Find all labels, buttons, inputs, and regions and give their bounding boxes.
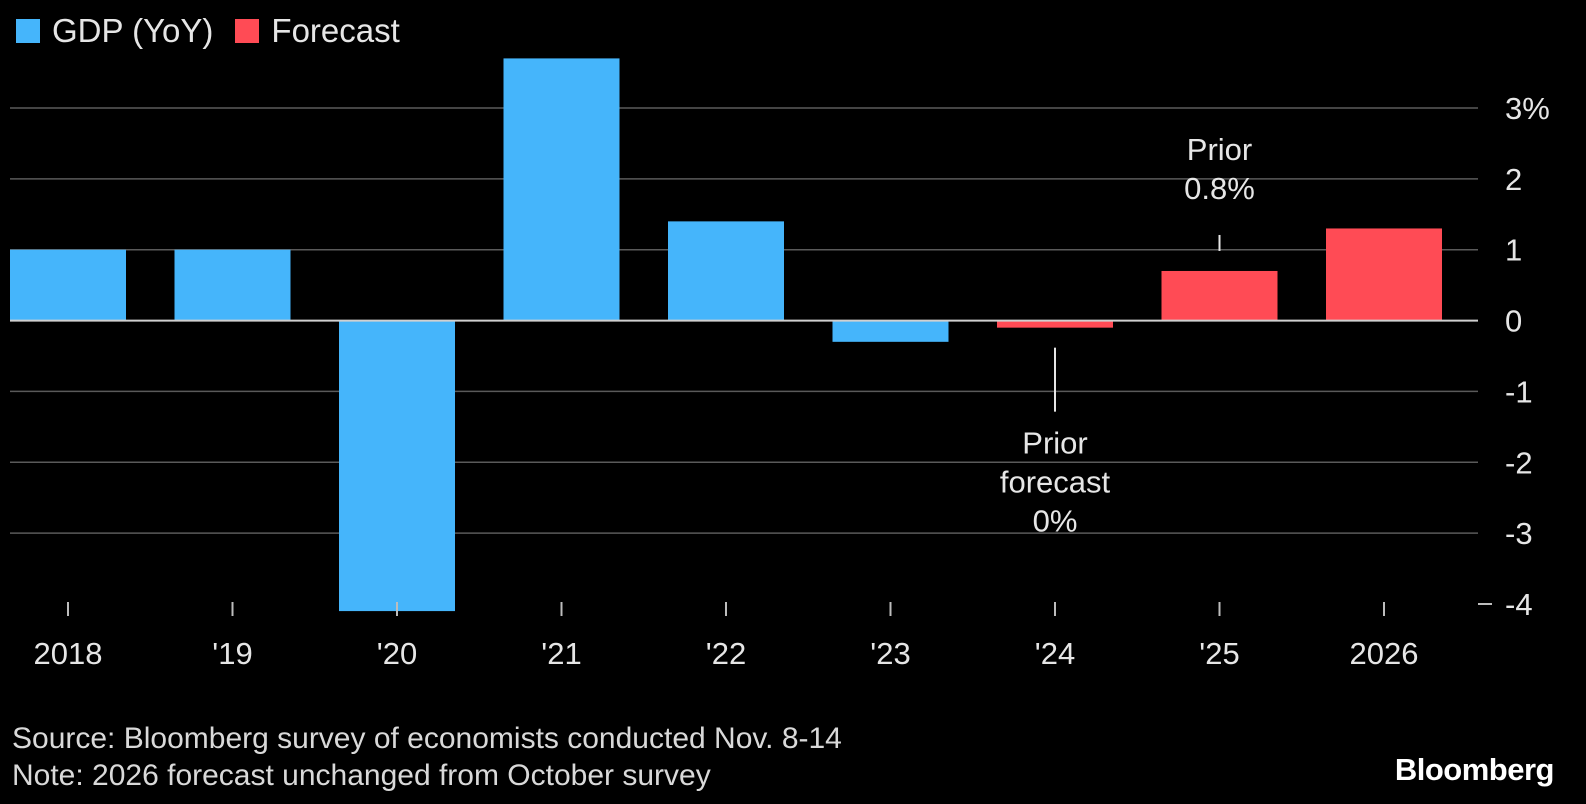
bar [832, 320, 949, 342]
annotations: Prior 0.8% Prior forecast 0% [1000, 132, 1255, 539]
y-tick-label: 2 [1505, 162, 1522, 197]
annotation-text: 0% [1033, 504, 1078, 539]
source-note: Source: Bloomberg survey of economists c… [12, 722, 842, 755]
x-tick-label: 2026 [1350, 636, 1419, 671]
chart-footer: Source: Bloomberg survey of economists c… [12, 720, 842, 794]
bar [10, 249, 126, 321]
y-tick-label: -1 [1505, 374, 1533, 409]
x-tick-label: '24 [1035, 636, 1075, 671]
legend-item-gdp: GDP (YoY) [16, 12, 213, 50]
bar [1326, 228, 1442, 321]
y-tick-label: 0 [1505, 304, 1522, 339]
legend: GDP (YoY) Forecast [16, 12, 400, 50]
legend-swatch-gdp [16, 19, 40, 43]
x-tick-label: '21 [541, 636, 581, 671]
bar [339, 320, 455, 612]
y-tick-label: -3 [1505, 516, 1533, 551]
note-text: Note: 2026 forecast unchanged from Octob… [12, 759, 711, 792]
x-tick-label: '23 [870, 636, 910, 671]
x-tick-label: '25 [1199, 636, 1239, 671]
y-axis: -4 -3 -2 -1 0 1 2 3% [1505, 91, 1550, 622]
legend-label-gdp: GDP (YoY) [52, 12, 214, 49]
y-tick-label: 3% [1505, 91, 1550, 126]
y-tick-label: -4 [1505, 587, 1533, 622]
y-tick-label: -2 [1505, 445, 1533, 480]
annotation-text: 0.8% [1184, 171, 1255, 206]
bar [668, 221, 784, 321]
bloomberg-logo: Bloomberg [1394, 752, 1555, 787]
annotation-text: Prior [1022, 426, 1087, 461]
x-axis: 2018 '19 '20 '21 '22 '23 '24 '25 2026 [34, 602, 1419, 671]
x-tick-label: 2018 [34, 636, 103, 671]
x-tick-label: '20 [377, 636, 417, 671]
bar [1161, 270, 1278, 321]
bar [503, 58, 620, 321]
legend-item-forecast: Forecast [235, 12, 400, 50]
bar [997, 320, 1113, 328]
annotation-text: Prior [1187, 132, 1252, 167]
bar-group [10, 58, 1442, 612]
legend-label-forecast: Forecast [271, 12, 400, 49]
legend-swatch-forecast [235, 19, 260, 43]
x-tick-label: '19 [212, 636, 252, 671]
annotation-text: forecast [1000, 465, 1111, 500]
gridlines [10, 107, 1492, 605]
y-tick-label: 1 [1505, 233, 1522, 268]
x-tick-label: '22 [706, 636, 746, 671]
bar [174, 249, 291, 321]
